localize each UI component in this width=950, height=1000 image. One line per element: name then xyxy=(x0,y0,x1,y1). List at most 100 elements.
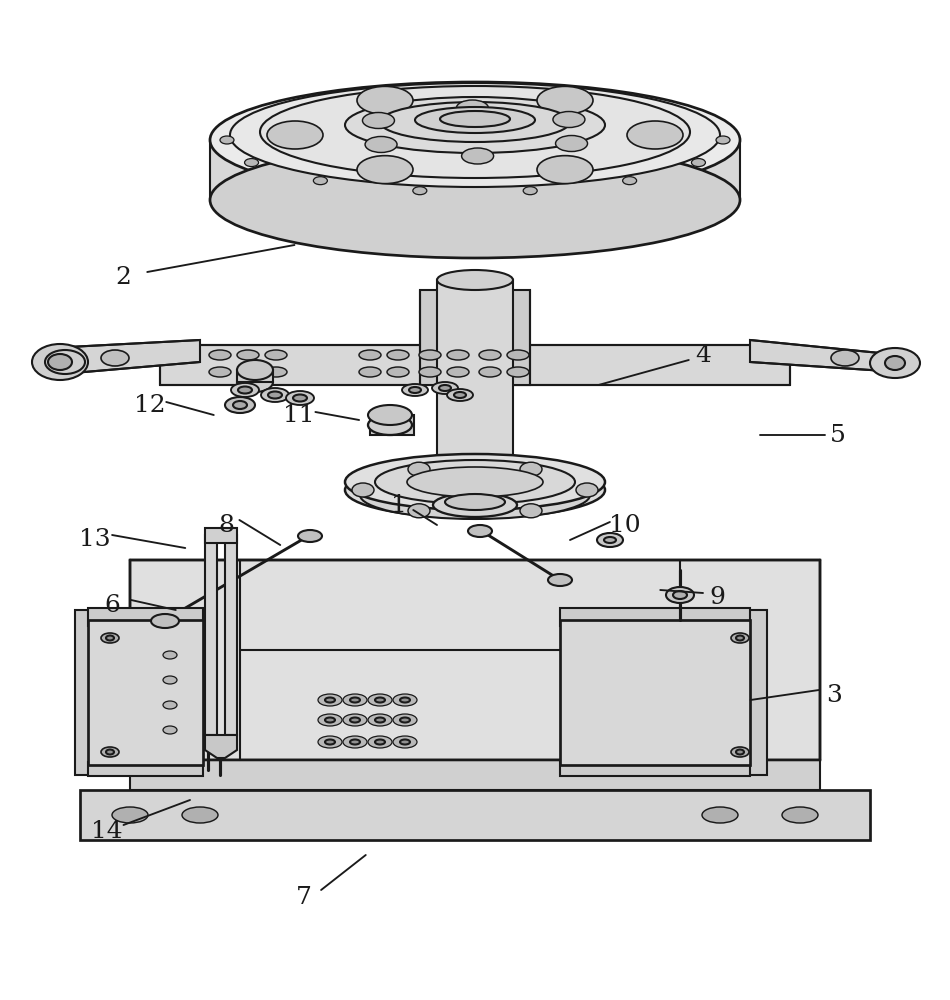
Ellipse shape xyxy=(831,350,859,366)
Text: 14: 14 xyxy=(90,820,123,844)
Text: 5: 5 xyxy=(830,424,846,446)
Ellipse shape xyxy=(692,159,706,167)
Ellipse shape xyxy=(106,636,114,641)
Ellipse shape xyxy=(576,483,598,497)
Ellipse shape xyxy=(293,394,307,401)
Ellipse shape xyxy=(163,726,177,734)
Ellipse shape xyxy=(345,462,605,518)
Ellipse shape xyxy=(314,177,328,185)
Ellipse shape xyxy=(359,350,381,360)
Ellipse shape xyxy=(375,698,385,702)
Text: 10: 10 xyxy=(609,514,641,536)
Ellipse shape xyxy=(359,367,381,377)
Bar xyxy=(747,610,767,775)
Ellipse shape xyxy=(439,385,451,391)
Bar xyxy=(237,370,273,382)
Ellipse shape xyxy=(666,587,694,603)
Ellipse shape xyxy=(380,102,570,142)
Ellipse shape xyxy=(716,136,730,144)
Ellipse shape xyxy=(360,471,590,519)
Ellipse shape xyxy=(782,807,818,823)
Ellipse shape xyxy=(387,367,409,377)
Polygon shape xyxy=(130,760,820,790)
Ellipse shape xyxy=(298,530,322,542)
Ellipse shape xyxy=(365,136,397,152)
Ellipse shape xyxy=(433,493,517,517)
Ellipse shape xyxy=(702,807,738,823)
Ellipse shape xyxy=(523,187,537,195)
Ellipse shape xyxy=(260,86,690,178)
Ellipse shape xyxy=(736,636,744,641)
Bar xyxy=(75,610,95,775)
Ellipse shape xyxy=(419,367,441,377)
Text: 2: 2 xyxy=(116,266,131,290)
Ellipse shape xyxy=(112,807,148,823)
Ellipse shape xyxy=(151,614,179,628)
Polygon shape xyxy=(50,340,200,375)
Ellipse shape xyxy=(597,533,623,547)
Ellipse shape xyxy=(375,740,385,744)
Bar xyxy=(205,535,217,735)
Polygon shape xyxy=(420,290,530,385)
Bar xyxy=(88,620,203,765)
Ellipse shape xyxy=(454,392,466,398)
Ellipse shape xyxy=(318,736,342,748)
Ellipse shape xyxy=(343,714,367,726)
Ellipse shape xyxy=(343,694,367,706)
Bar xyxy=(437,280,513,500)
Bar xyxy=(560,762,750,776)
Ellipse shape xyxy=(447,350,469,360)
Ellipse shape xyxy=(163,701,177,709)
Text: 7: 7 xyxy=(296,886,312,910)
Ellipse shape xyxy=(731,633,749,643)
Ellipse shape xyxy=(419,350,441,360)
Text: 8: 8 xyxy=(218,514,234,536)
Ellipse shape xyxy=(468,525,492,537)
Bar xyxy=(560,608,750,626)
Ellipse shape xyxy=(432,382,458,394)
Ellipse shape xyxy=(325,698,335,702)
Ellipse shape xyxy=(220,136,234,144)
Ellipse shape xyxy=(350,698,360,702)
Polygon shape xyxy=(130,560,820,760)
Ellipse shape xyxy=(413,187,427,195)
Ellipse shape xyxy=(604,537,616,543)
Ellipse shape xyxy=(368,415,412,435)
Ellipse shape xyxy=(350,718,360,722)
Ellipse shape xyxy=(393,694,417,706)
Ellipse shape xyxy=(627,121,683,149)
Ellipse shape xyxy=(437,490,513,510)
Ellipse shape xyxy=(731,747,749,757)
Text: 6: 6 xyxy=(104,593,120,616)
Text: 13: 13 xyxy=(79,528,111,552)
Ellipse shape xyxy=(210,142,740,258)
Ellipse shape xyxy=(237,367,259,377)
Ellipse shape xyxy=(479,367,501,377)
Ellipse shape xyxy=(445,494,505,510)
Ellipse shape xyxy=(479,350,501,360)
Ellipse shape xyxy=(210,82,740,198)
Ellipse shape xyxy=(318,714,342,726)
Text: 11: 11 xyxy=(283,403,315,426)
Ellipse shape xyxy=(437,270,513,290)
Ellipse shape xyxy=(237,350,259,360)
Ellipse shape xyxy=(447,367,469,377)
Ellipse shape xyxy=(265,350,287,360)
Ellipse shape xyxy=(268,391,282,398)
Ellipse shape xyxy=(209,350,231,360)
Bar xyxy=(205,528,237,543)
Ellipse shape xyxy=(233,401,247,409)
Ellipse shape xyxy=(736,750,744,754)
Ellipse shape xyxy=(343,736,367,748)
Ellipse shape xyxy=(368,694,392,706)
Ellipse shape xyxy=(286,391,314,405)
Bar xyxy=(88,608,203,626)
Ellipse shape xyxy=(318,694,342,706)
Ellipse shape xyxy=(375,460,575,504)
Polygon shape xyxy=(80,790,870,840)
Ellipse shape xyxy=(375,718,385,722)
Ellipse shape xyxy=(408,504,430,518)
Text: 3: 3 xyxy=(826,684,842,706)
Ellipse shape xyxy=(556,136,587,152)
Ellipse shape xyxy=(325,718,335,722)
